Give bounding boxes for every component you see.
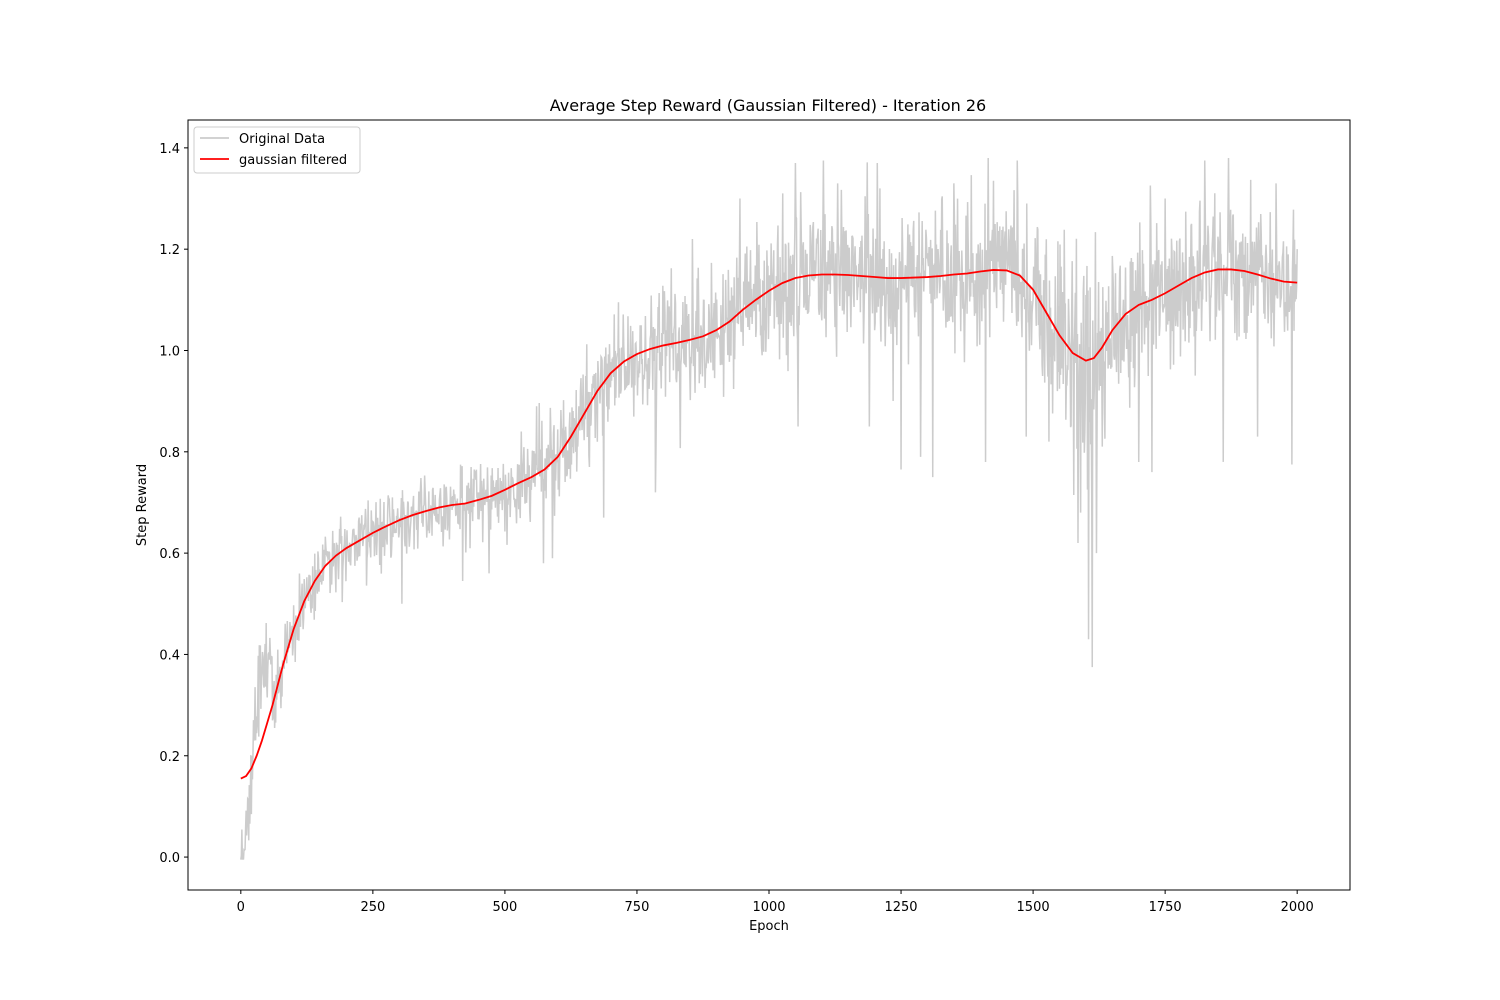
y-tick-label: 0.8 bbox=[159, 446, 180, 461]
x-tick-label: 1500 bbox=[1017, 900, 1050, 915]
legend-label-original-data: Original Data bbox=[239, 132, 325, 147]
x-tick-label: 1250 bbox=[884, 900, 917, 915]
x-axis-label: Epoch bbox=[749, 919, 789, 934]
legend-box bbox=[193, 126, 361, 174]
y-axis: 0.0 0.2 0.4 0.6 0.8 1.0 1.2 1.4 bbox=[159, 142, 188, 866]
x-tick-label: 250 bbox=[360, 900, 385, 915]
series-gaussian-filtered bbox=[240, 268, 1298, 780]
x-axis: 0 250 500 750 1000 1250 1500 1750 2000 bbox=[237, 890, 1314, 915]
y-tick-label: 1.0 bbox=[159, 344, 180, 359]
x-tick-label: 750 bbox=[625, 900, 650, 915]
x-tick-label: 0 bbox=[237, 900, 245, 915]
y-axis-label: Step Reward bbox=[135, 464, 150, 546]
chart-title: Average Step Reward (Gaussian Filtered) … bbox=[550, 96, 986, 115]
x-tick-label: 1000 bbox=[752, 900, 785, 915]
x-tick-label: 500 bbox=[492, 900, 517, 915]
series-original-data bbox=[240, 157, 1298, 860]
y-tick-label: 0.0 bbox=[159, 851, 180, 866]
y-tick-label: 1.4 bbox=[159, 142, 180, 157]
y-tick-label: 0.4 bbox=[159, 648, 180, 663]
x-tick-label: 2000 bbox=[1281, 900, 1314, 915]
y-tick-label: 0.6 bbox=[159, 547, 180, 562]
gaussian-filtered-line bbox=[240, 268, 1298, 780]
x-tick-label: 1750 bbox=[1149, 900, 1182, 915]
original-data-line bbox=[240, 157, 1298, 860]
y-tick-label: 0.2 bbox=[159, 750, 180, 765]
legend: Original Data gaussian filtered bbox=[193, 126, 361, 174]
legend-label-gaussian-filtered: gaussian filtered bbox=[239, 153, 347, 168]
y-tick-label: 1.2 bbox=[159, 243, 180, 258]
